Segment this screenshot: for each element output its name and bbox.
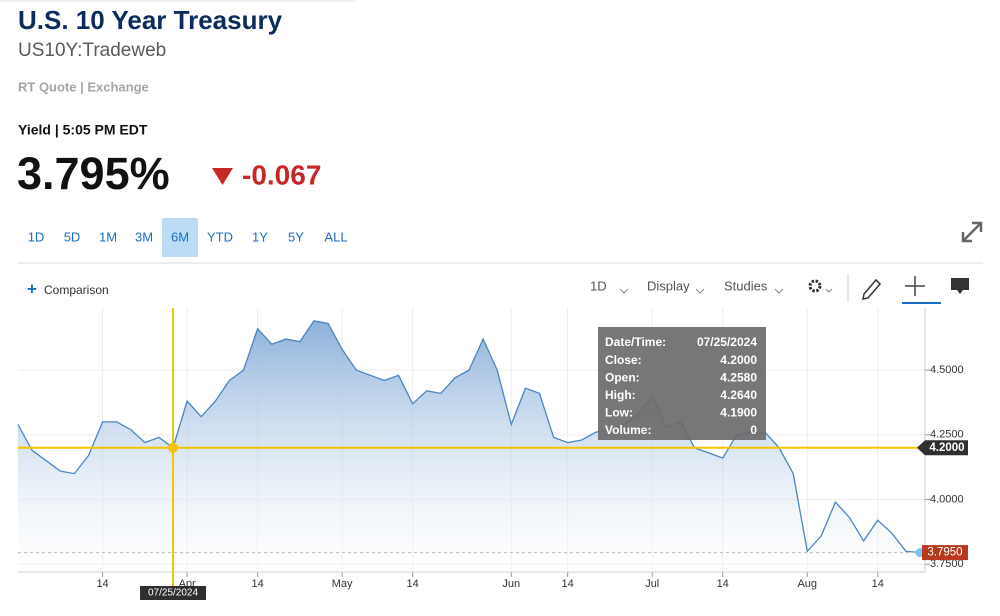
last-price-box: [922, 545, 968, 561]
x-tick-label: 14: [717, 578, 729, 590]
x-tick-label: 14: [872, 578, 884, 590]
tooltip-label: High:: [605, 388, 636, 402]
y-tick-label: 4.2500: [930, 429, 964, 441]
line: [17, 320, 921, 554]
interval-button[interactable]: 1D: [590, 278, 607, 293]
last-price-label: 3.7950: [927, 547, 962, 559]
crosshair-value-box: [917, 440, 968, 456]
y-tick-label: 3.7500: [930, 558, 964, 570]
tooltip-label: Volume:: [605, 423, 651, 437]
tooltip-value: 4.2580: [720, 370, 757, 384]
down-arrow: [212, 168, 233, 185]
tooltip-value: 4.2640: [720, 388, 757, 402]
plus-icon[interactable]: +: [27, 279, 37, 298]
comparison-button[interactable]: Comparison: [44, 283, 109, 297]
draw-icon[interactable]: [862, 278, 882, 300]
range-button[interactable]: 1D: [28, 229, 45, 244]
title: U.S. 10 Year Treasury: [18, 5, 283, 35]
tooltip-value: 4.1900: [720, 406, 757, 420]
range-button[interactable]: 3M: [135, 229, 153, 244]
comment-icon[interactable]: [951, 278, 969, 294]
crosshair-value: 4.2000: [929, 442, 964, 454]
tooltip-value: 0: [750, 423, 757, 437]
x-tick-label: 14: [407, 578, 419, 590]
crosshair-icon[interactable]: [905, 276, 925, 296]
yield-label: Yield | 5:05 PM EDT: [18, 122, 148, 138]
x-tick-label: 14: [562, 578, 574, 590]
display-button[interactable]: Display: [647, 278, 690, 293]
chart: 14 Apr 14 May 14 Jun 14 Jul 14 Aug 143.75004.00004…: [17, 308, 968, 600]
range-button[interactable]: 5Y: [288, 229, 304, 244]
chevron: [695, 288, 705, 294]
studies-button[interactable]: Studies: [724, 278, 768, 293]
range-button[interactable]: 1Y: [252, 229, 268, 244]
range-button[interactable]: 6M: [171, 229, 189, 244]
y-tick-label: 4.5000: [930, 364, 964, 376]
x-tick-label: May: [332, 578, 353, 590]
crosshair-dot: [168, 442, 179, 453]
y-tick-label: 4.0000: [930, 493, 964, 505]
settings-icon[interactable]: [808, 279, 822, 293]
tooltip-value: 07/25/2024: [697, 335, 757, 349]
chevron: [619, 288, 629, 294]
x-tick-label: 14: [96, 578, 108, 590]
chevron: [774, 288, 784, 294]
range-button[interactable]: 5D: [64, 229, 81, 244]
tooltip-box: [598, 327, 766, 440]
tooltip-label: Low:: [605, 406, 633, 420]
x-tick-label: Aug: [797, 578, 817, 590]
tooltip-value: 4.2000: [720, 353, 757, 367]
range-button[interactable]: 1M: [99, 229, 117, 244]
crosshair-date: 07/25/2024: [148, 588, 198, 599]
x-tick-label: 14: [251, 578, 263, 590]
range-buttons: 1D 5D 1M 3M 6M YTD 1Y 5Y ALL: [28, 218, 348, 257]
area: [18, 320, 920, 572]
change: -0.067: [242, 159, 321, 190]
symbol: US10Y:Tradeweb: [18, 40, 166, 61]
tooltip-label: Close:: [605, 353, 642, 367]
x-tick-label: Jul: [645, 578, 659, 590]
tooltip-label: Open:: [605, 370, 640, 384]
range-button[interactable]: YTD: [207, 229, 233, 244]
source: RT Quote | Exchange: [18, 79, 149, 94]
x-tick-label: Jun: [502, 578, 520, 590]
expand-icon[interactable]: [961, 221, 983, 243]
range-button[interactable]: ALL: [324, 229, 347, 244]
crosshair-date-box: [140, 586, 207, 600]
chevron: [825, 288, 833, 293]
price: 3.795%: [17, 148, 170, 199]
tooltip-label: Date/Time:: [605, 335, 666, 349]
range-active-bg: [162, 218, 198, 257]
